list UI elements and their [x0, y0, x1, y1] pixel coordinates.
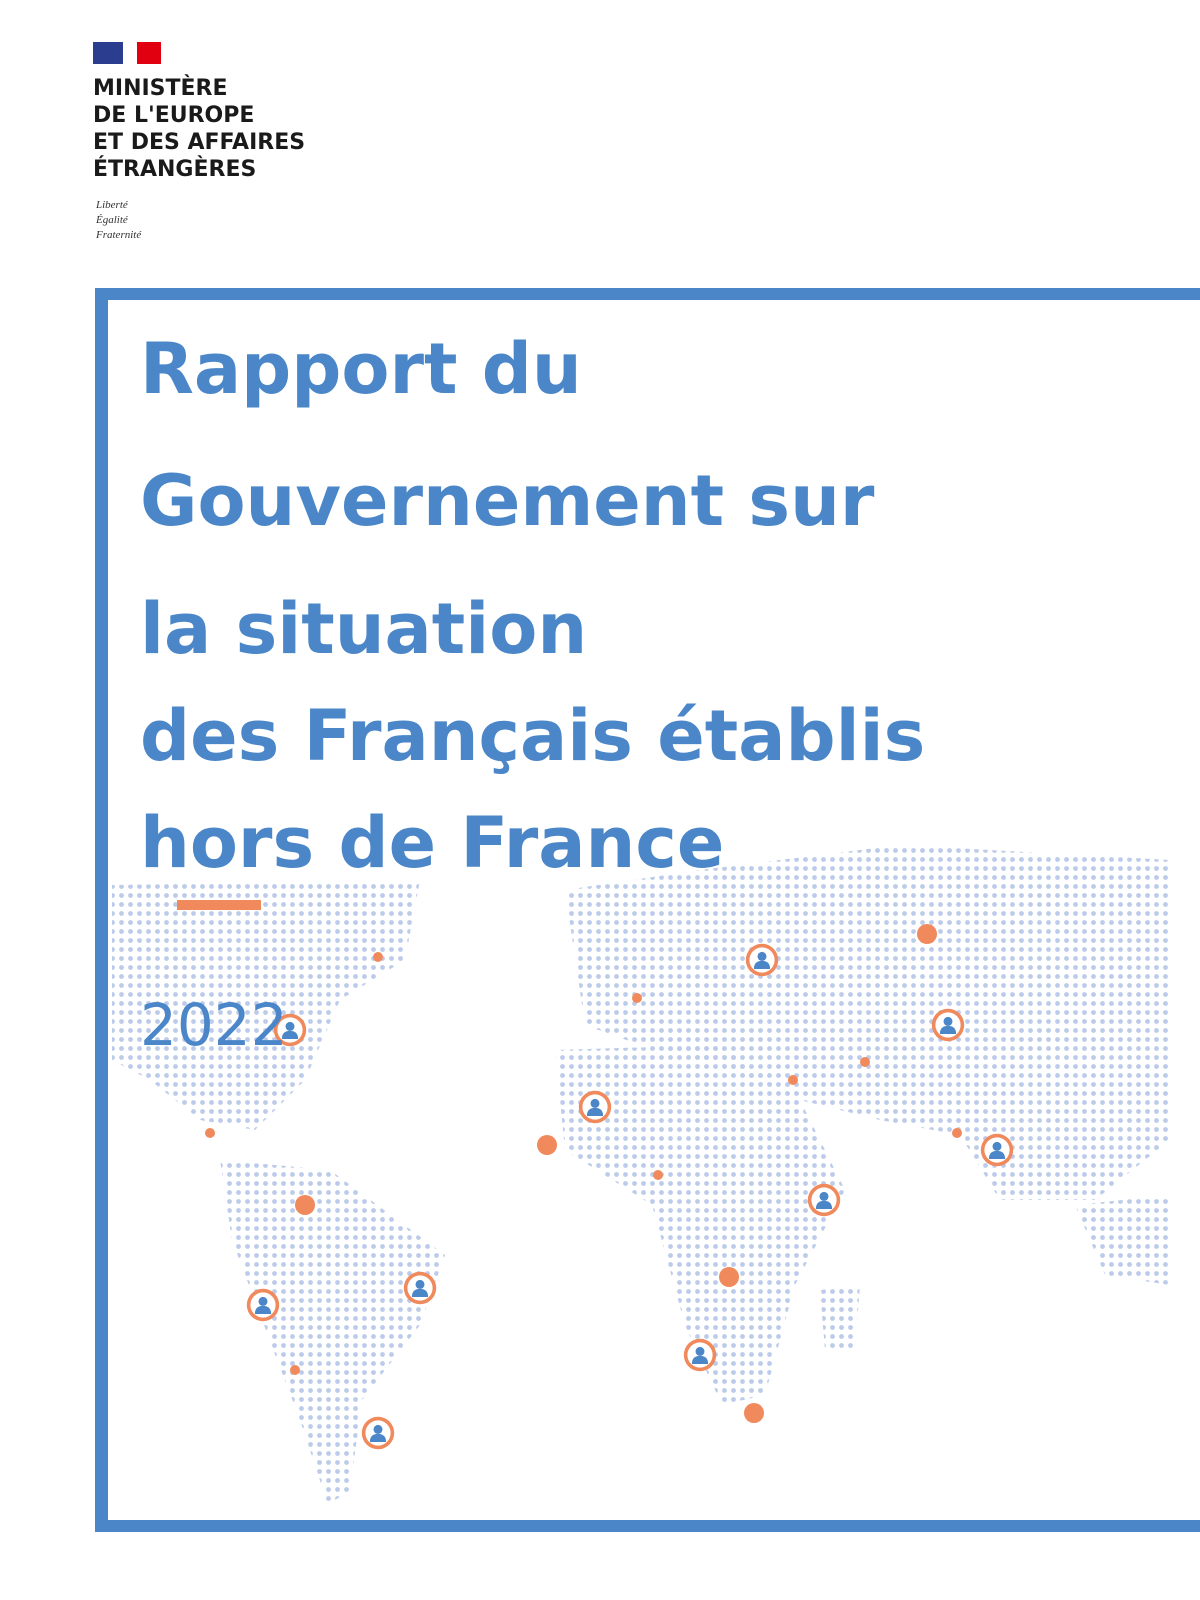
title-line: la situation: [140, 588, 587, 670]
year: 2022: [140, 991, 288, 1059]
ministry-line: MINISTÈRE: [93, 75, 228, 101]
ministry-line: DE L'EUROPE: [93, 103, 254, 128]
accent-dash: [177, 900, 261, 910]
world-map: [112, 845, 1170, 1505]
title-line: des Français établis: [140, 695, 925, 777]
frame: [95, 288, 1200, 1532]
ministry-line: ET DES AFFAIRES: [93, 130, 305, 155]
ministry-line: ÉTRANGÈRES: [93, 156, 256, 182]
title-line: Rapport du: [140, 328, 582, 410]
logo: [93, 42, 161, 64]
title-line: hors de France: [140, 802, 724, 884]
motto-line: Égalité: [95, 214, 129, 226]
map-markers: [205, 924, 962, 1423]
title-line: Gouvernement sur: [140, 460, 875, 542]
motto-line: Fraternité: [95, 229, 142, 241]
motto-line: Liberté: [95, 199, 129, 211]
